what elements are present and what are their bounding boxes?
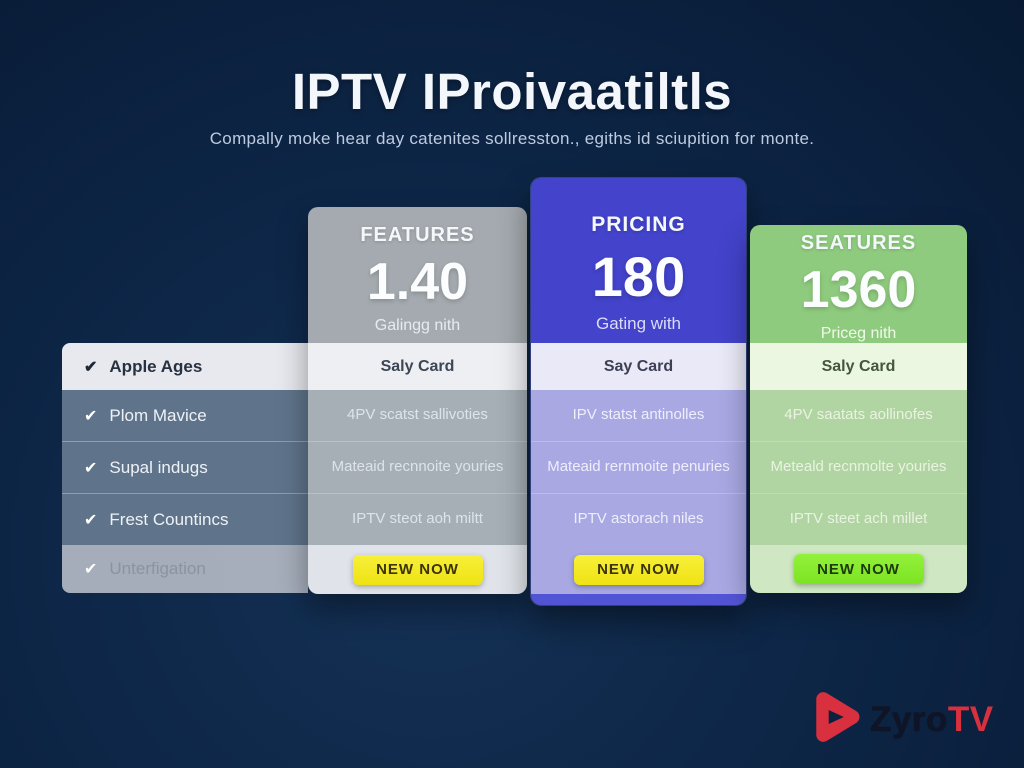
card-value: 1360	[800, 261, 917, 319]
feature-row: ✔ Apple Ages	[62, 343, 308, 390]
logo-accent: TV	[947, 699, 994, 739]
card-title: PRICING	[591, 213, 686, 236]
plan-card-seatures: SEATURES 1360 Priceg nith Saly Card 4PV …	[750, 225, 967, 593]
feature-label: Frest Countincs	[109, 509, 229, 529]
card-body: IPV statst antinolles Mateaid rernmoite …	[531, 390, 746, 545]
card-body: 4PV saatats aollinofes Meteald recnmolte…	[750, 390, 967, 545]
logo-name: Zyro	[870, 699, 948, 739]
feature-row: ✔ Unterfigation	[62, 545, 308, 593]
brand-logo: ZyroTV	[806, 690, 994, 749]
card-cell: Mateaid recnnoite youries	[308, 441, 527, 493]
feature-label: Supal indugs	[109, 457, 208, 477]
card-title: SEATURES	[800, 232, 917, 254]
card-base-strip	[531, 594, 746, 605]
feature-label: Unterfigation	[109, 559, 206, 578]
card-cell: IPTV steot aoh miltt	[308, 493, 527, 545]
card-title: FEATURES	[360, 224, 475, 246]
card-body: 4PV scatst sallivoties Mateaid recnnoite…	[308, 390, 527, 545]
card-cell: Meteald recnmolte youries	[750, 441, 967, 493]
check-icon: ✔	[84, 358, 98, 376]
page-title: IPTV IProivaatiltls	[291, 63, 733, 120]
new-now-button[interactable]: NEW NOW	[573, 554, 704, 585]
plan-name-row: Saly Card	[750, 343, 967, 390]
card-cell: IPTV steet ach millet	[750, 493, 967, 545]
check-icon: ✔	[84, 511, 98, 529]
card-cell: 4PV saatats aollinofes	[784, 406, 933, 424]
card-footer: NEW NOW	[750, 545, 967, 593]
card-value: 1.40	[366, 253, 469, 311]
new-now-button[interactable]: NEW NOW	[352, 554, 483, 585]
logo-text: ZyroTV	[870, 700, 994, 740]
plan-card-pricing: PRICING 180 Gating with Say Card IPV sta…	[531, 178, 746, 605]
card-cell: Mateaid rernmoite penuries	[531, 441, 746, 493]
card-cell: 4PV scatst sallivoties	[347, 406, 488, 424]
new-now-button[interactable]: NEW NOW	[793, 554, 924, 584]
feature-row: ✔ Supal indugs	[62, 441, 308, 493]
card-header: FEATURES 1.40 Galingg nith	[308, 207, 527, 343]
check-icon: ✔	[84, 407, 98, 425]
card-header: SEATURES 1360 Priceg nith	[750, 225, 967, 343]
card-subtitle: Galingg nith	[374, 317, 461, 334]
plan-card-features: FEATURES 1.40 Galingg nith Saly Card 4PV…	[308, 207, 527, 594]
check-icon: ✔	[84, 459, 98, 477]
check-icon: ✔	[84, 561, 98, 578]
card-subtitle: Gating with	[595, 314, 682, 333]
feature-row: ✔ Frest Countincs	[62, 493, 308, 545]
card-footer: NEW NOW	[531, 545, 746, 594]
plan-name-row: Saly Card	[308, 343, 527, 390]
feature-label: Apple Ages	[109, 356, 203, 376]
page-subtitle: Compally moke hear day catenites sollres…	[209, 129, 815, 148]
feature-label: Plom Mavice	[109, 405, 207, 425]
card-cell: IPV statst antinolles	[572, 406, 705, 424]
plan-name-row: Say Card	[531, 343, 746, 390]
card-subtitle: Priceg nith	[820, 325, 897, 342]
card-value: 180	[591, 245, 686, 308]
card-footer: NEW NOW	[308, 545, 527, 594]
card-header: PRICING 180 Gating with	[531, 178, 746, 343]
card-cell: IPTV astorach niles	[531, 493, 746, 545]
features-panel-body: ✔ Plom Mavice ✔ Supal indugs ✔ Frest Cou…	[62, 390, 308, 545]
feature-row: ✔ Plom Mavice	[62, 390, 308, 441]
play-icon	[806, 690, 860, 749]
